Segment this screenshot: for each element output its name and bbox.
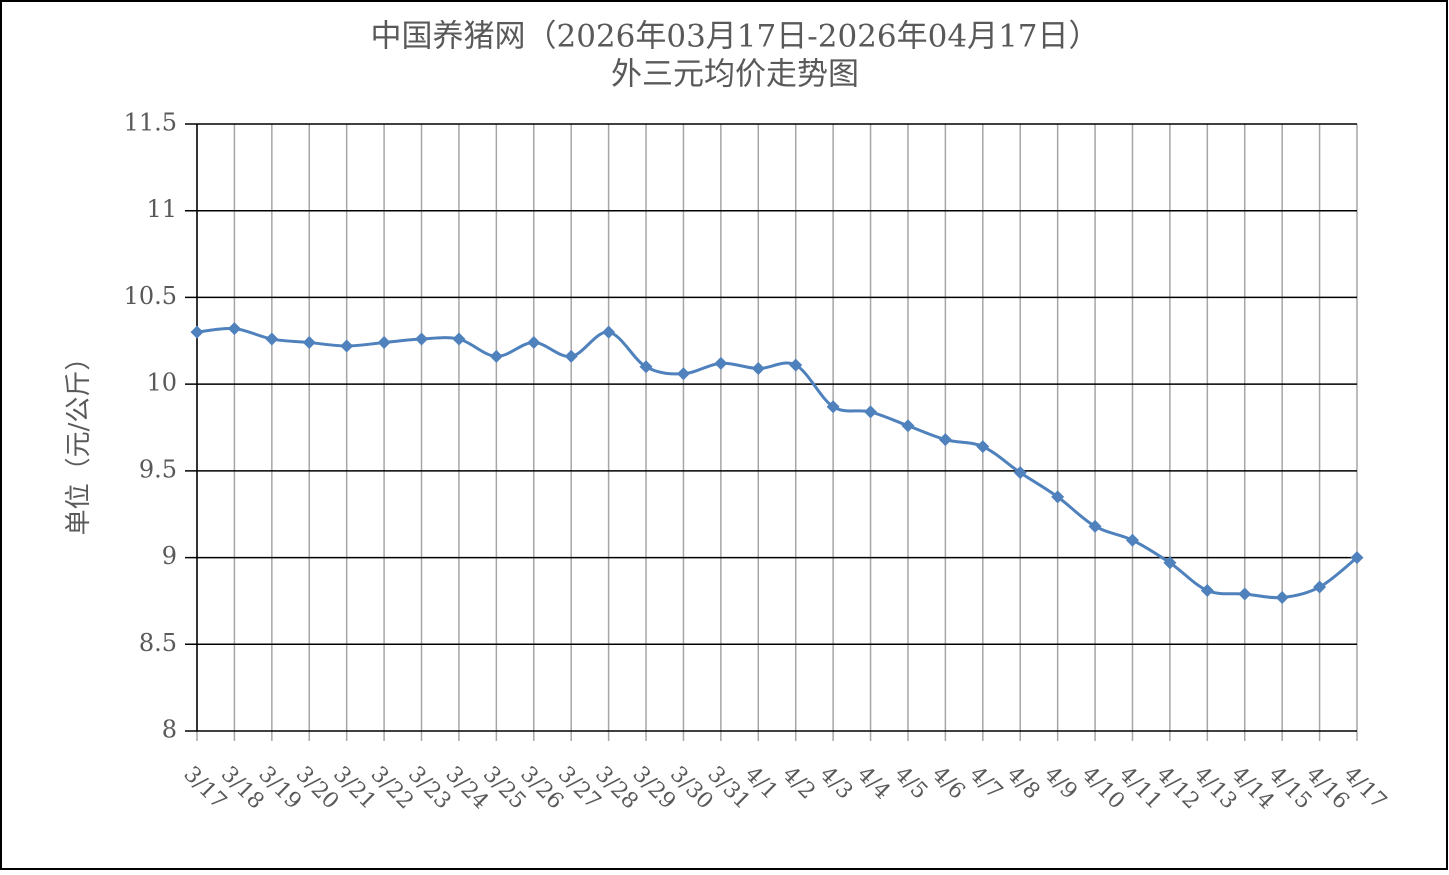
data-point — [1125, 533, 1139, 547]
y-tick-label: 9.5 — [139, 455, 177, 483]
y-tick-label: 11 — [146, 195, 177, 223]
chart-title: 中国养猪网（2026年03月17日-2026年04月17日） — [370, 19, 1099, 55]
y-tick-label: 9 — [162, 542, 177, 570]
data-point — [826, 400, 840, 414]
data-point — [340, 339, 354, 353]
data-point — [1200, 584, 1214, 598]
data-point — [1313, 580, 1327, 594]
data-point — [789, 358, 803, 372]
data-point — [602, 325, 616, 339]
data-point — [527, 336, 541, 350]
data-point — [676, 367, 690, 381]
data-point — [452, 332, 466, 346]
data-point — [938, 433, 952, 447]
data-point — [227, 322, 241, 336]
y-axis-label: 单位（元/公斤） — [64, 345, 94, 536]
data-point — [639, 360, 653, 374]
data-point — [1013, 466, 1027, 480]
data-point — [901, 419, 915, 433]
data-point — [265, 332, 279, 346]
data-point — [714, 356, 728, 370]
data-point — [377, 336, 391, 350]
data-point — [1238, 587, 1252, 601]
data-point — [1275, 590, 1289, 604]
y-tick-label: 8.5 — [139, 629, 177, 657]
data-point — [1350, 551, 1364, 565]
data-point — [302, 336, 316, 350]
data-point — [1163, 556, 1177, 570]
y-tick-label: 8 — [162, 716, 177, 744]
data-point — [976, 440, 990, 454]
chart-subtitle: 外三元均价走势图 — [611, 57, 859, 93]
y-tick-label: 10.5 — [124, 282, 177, 310]
y-tick-label: 11.5 — [124, 109, 177, 137]
data-point — [190, 325, 204, 339]
data-point — [864, 405, 878, 419]
data-point — [489, 349, 503, 363]
y-tick-label: 10 — [146, 369, 177, 397]
data-point — [1088, 519, 1102, 533]
data-point — [415, 332, 429, 346]
data-point — [751, 362, 765, 376]
data-point — [1051, 490, 1065, 504]
data-point — [564, 349, 578, 363]
